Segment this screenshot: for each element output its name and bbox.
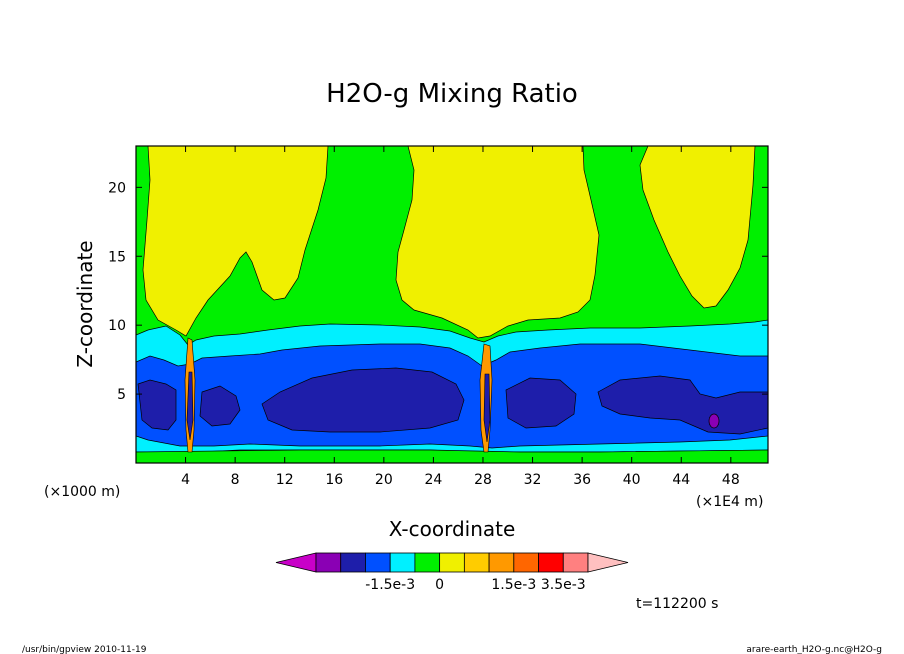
colorbar-label: -1.5e-3 [365, 577, 415, 593]
colorbar-label: 3.5e-3 [541, 577, 586, 593]
x-axis: 4 8 12 16 20 24 28 32 36 40 44 48 [181, 146, 740, 488]
x-tick-label: 36 [573, 472, 591, 488]
x-tick-label: 28 [474, 472, 492, 488]
plot-frame [135, 145, 769, 464]
y-tick-label: 5 [117, 387, 126, 403]
plume-left-core [186, 371, 194, 441]
colorbar-swatch [463, 552, 490, 573]
region-green-bottom [136, 449, 768, 463]
chart-title: H2O-g Mixing Ratio [326, 79, 578, 109]
x-tick-label: 32 [524, 472, 542, 488]
colorbar-swatch [513, 552, 539, 573]
x-scale-note: (×1E4 m) [696, 494, 763, 510]
colorbar-swatch [538, 552, 564, 573]
colorbar-swatch [488, 552, 515, 573]
y-tick-label: 20 [108, 180, 126, 196]
colorbar: -1.5e-3 0 1.5e-3 3.5e-3 [275, 552, 629, 593]
colorbar-swatch [389, 552, 416, 573]
x-tick-label: 44 [672, 472, 690, 488]
time-label: t=112200 s [636, 596, 718, 612]
region-purple [708, 413, 720, 429]
y-axis: 5 10 15 20 [108, 180, 768, 403]
x-tick-label: 24 [424, 472, 442, 488]
x-tick-label: 40 [623, 472, 641, 488]
plot-area [135, 145, 769, 464]
colorbar-swatch [414, 552, 441, 573]
footer-left: /usr/bin/gpview 2010-11-19 [22, 645, 147, 654]
y-tick-label: 10 [108, 318, 126, 334]
x-tick-label: 12 [276, 472, 294, 488]
region-yellow-right [639, 146, 756, 309]
x-axis-label: X-coordinate [389, 517, 516, 541]
region-navy [137, 379, 177, 431]
plume-center-core [483, 373, 491, 443]
colorbar-label: 1.5e-3 [491, 577, 536, 593]
colorbar-swatch [365, 552, 391, 573]
region-navy-4 [505, 377, 577, 429]
x-unit-label: (×1000 m) [44, 484, 120, 500]
colorbar-label: 0 [435, 577, 444, 593]
region-yellow-center [395, 146, 600, 339]
colorbar-swatch [587, 552, 629, 573]
region-navy-2 [199, 385, 241, 427]
colorbar-swatch [315, 552, 342, 573]
x-tick-label: 48 [722, 472, 740, 488]
region-navy-5 [597, 375, 768, 435]
y-tick-label: 15 [108, 249, 126, 265]
x-tick-label: 16 [325, 472, 343, 488]
region-navy-3 [261, 367, 465, 433]
colorbar-swatch [275, 552, 317, 573]
y-axis-label: Z-coordinate [73, 240, 97, 367]
colorbar-swatch [439, 552, 465, 573]
x-tick-label: 4 [181, 472, 190, 488]
region-yellow-left [142, 146, 329, 337]
colorbar-swatch [340, 552, 366, 573]
colorbar-swatch [562, 552, 589, 573]
x-tick-label: 8 [231, 472, 240, 488]
x-tick-label: 20 [375, 472, 393, 488]
footer-right: arare-earth_H2O-g.nc@H2O-g [746, 645, 882, 654]
